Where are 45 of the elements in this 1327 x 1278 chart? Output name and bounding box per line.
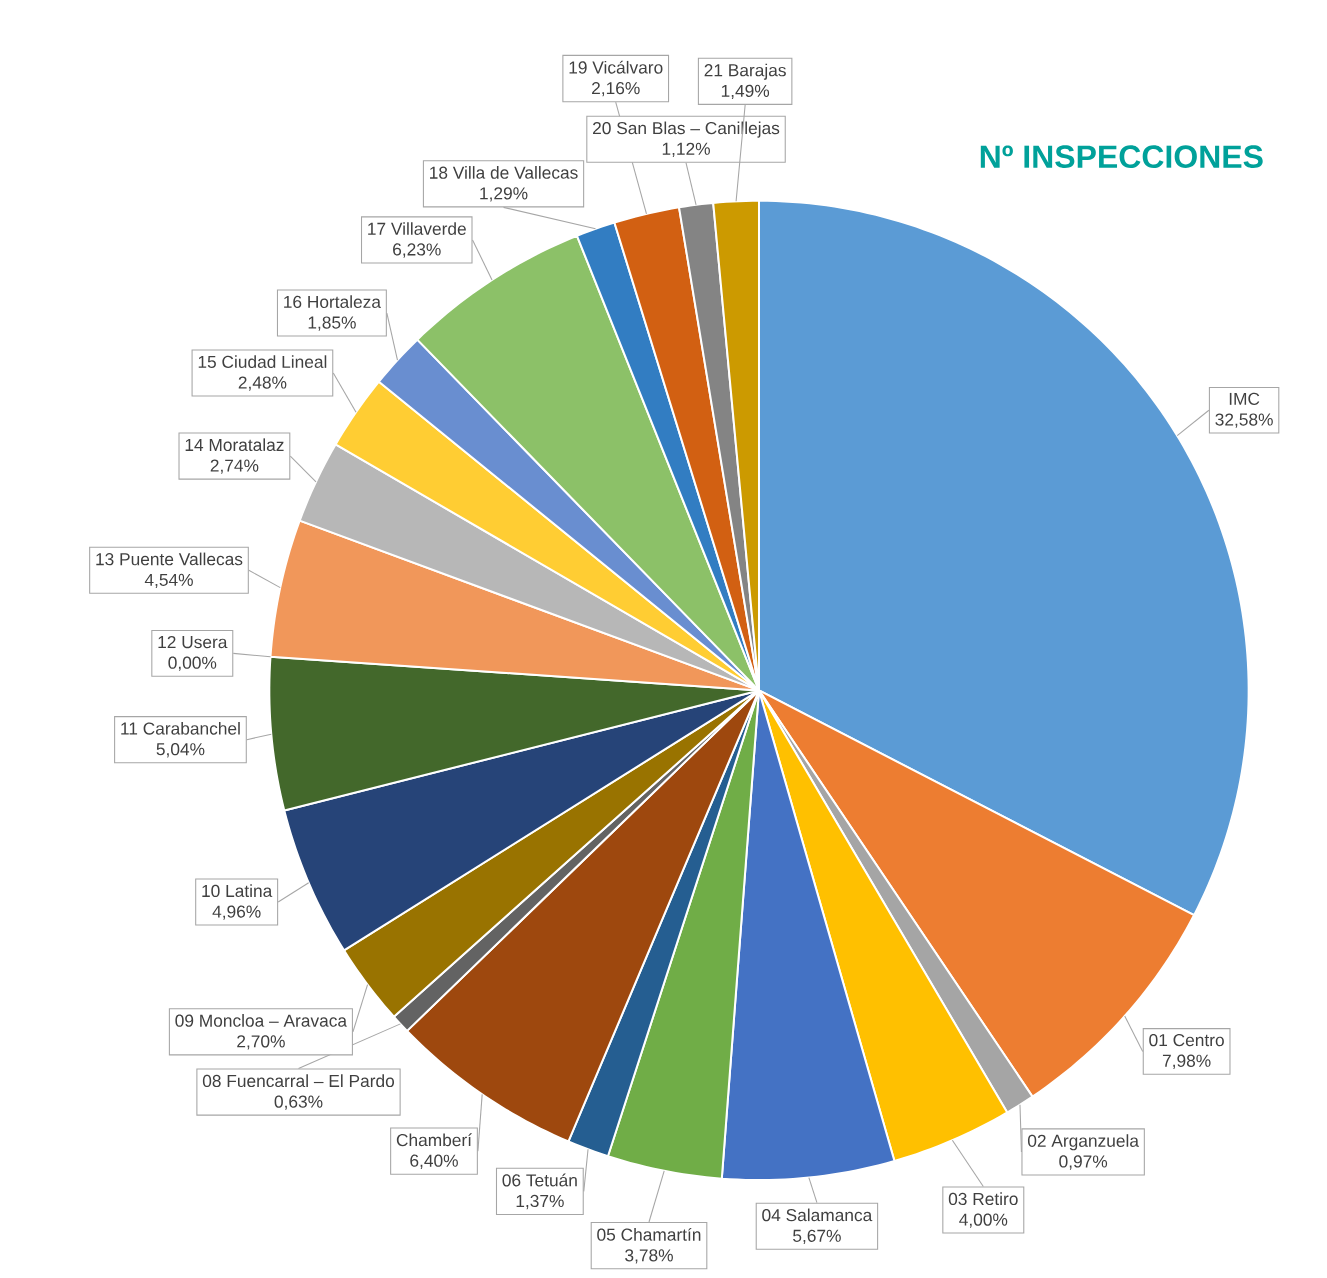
data-label: 2,70% [237,1035,285,1050]
slice-label: 06 Tetuán [502,1173,577,1187]
data-label: 4,00% [959,1213,1008,1228]
data-label: 5,04% [156,743,205,758]
data-label: 32,58% [1215,413,1273,428]
data-label: 4,96% [212,905,261,920]
data-label: 5,67% [793,1229,841,1244]
data-label: 0,63% [274,1095,323,1110]
slice-label: 13 Puente Vallecas [96,552,243,566]
data-label: 2,48% [238,376,287,391]
slice-label: 05 Chamartín [597,1227,701,1241]
data-label: 7,98% [1162,1054,1211,1069]
slice-label: 03 Retiro [948,1192,1018,1206]
data-label: 0,97% [1059,1155,1108,1170]
data-label: 1,49% [721,84,770,100]
slice-label: 18 Villa de Vallecas [430,166,578,179]
slice-label: 01 Centro [1149,1033,1224,1047]
slice-label: 08 Fuencarral – El Pardo [202,1074,395,1088]
slice-label: Chamberí [396,1133,472,1147]
category-label: 12 Usera [158,635,228,649]
data-label: 2,16% [592,82,640,97]
slice-label: 04 Salamanca [762,1208,873,1222]
slice-label: 11 Carabanchel [121,721,240,735]
slice-label: 15 Ciudad Lineal [198,355,327,369]
slice-label: 21 Barajas [704,63,786,80]
slice-label: 02 Arganzuela [1027,1134,1139,1151]
slice-label: 09 Moncloa – Aravaca [175,1014,348,1027]
data-label: 1,85% [308,316,356,331]
data-label: 1,37% [516,1194,564,1210]
slice-label: 14 Moratalaz [185,438,284,452]
slice-label: 16 Hortaleza [284,295,381,309]
data-label: 6,40% [410,1154,458,1169]
data-label: 4,54% [144,573,193,589]
data-label: 1,29% [480,187,528,202]
data-label: 1,12% [662,142,710,157]
text: Nº INSPECCIONES [980,145,1263,168]
slice-label: IMC [1229,392,1260,406]
slice-label: 20 San Blas – Canillejas [593,121,780,138]
slice-label: 10 Latina [202,884,273,898]
data-label: 2,74% [210,459,259,474]
data-label: 6,23% [393,243,441,258]
slice-label: 17 Villaverde [368,222,466,235]
slice-label: 19 Vicálvaro [569,60,663,74]
data-label: 3,78% [625,1249,673,1264]
text: 0,00% [168,656,217,671]
